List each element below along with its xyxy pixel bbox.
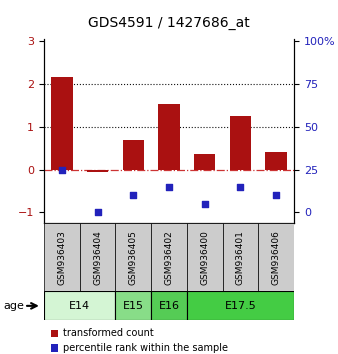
FancyBboxPatch shape xyxy=(187,291,294,320)
FancyBboxPatch shape xyxy=(115,291,151,320)
Text: E16: E16 xyxy=(159,301,179,311)
Text: GDS4591 / 1427686_at: GDS4591 / 1427686_at xyxy=(88,16,250,30)
Point xyxy=(95,210,100,215)
Text: E17.5: E17.5 xyxy=(224,301,256,311)
Bar xyxy=(87,170,108,172)
Text: E14: E14 xyxy=(69,301,90,311)
Point xyxy=(59,167,65,172)
Text: GSM936405: GSM936405 xyxy=(129,230,138,285)
Point xyxy=(166,184,172,189)
Text: age: age xyxy=(3,301,24,311)
Bar xyxy=(51,78,73,170)
Text: GSM936402: GSM936402 xyxy=(165,230,173,285)
Bar xyxy=(265,152,287,170)
Text: transformed count: transformed count xyxy=(63,329,154,338)
Point xyxy=(238,184,243,189)
Point xyxy=(130,192,136,198)
FancyBboxPatch shape xyxy=(223,223,258,292)
Point xyxy=(273,192,279,198)
Text: percentile rank within the sample: percentile rank within the sample xyxy=(63,343,228,353)
FancyBboxPatch shape xyxy=(44,291,115,320)
Text: GSM936403: GSM936403 xyxy=(57,230,66,285)
Bar xyxy=(158,104,180,170)
Bar xyxy=(230,116,251,170)
Text: E15: E15 xyxy=(123,301,144,311)
Text: GSM936400: GSM936400 xyxy=(200,230,209,285)
FancyBboxPatch shape xyxy=(80,223,115,292)
FancyBboxPatch shape xyxy=(151,291,187,320)
Text: GSM936401: GSM936401 xyxy=(236,230,245,285)
Bar xyxy=(194,154,215,170)
FancyBboxPatch shape xyxy=(258,223,294,292)
FancyBboxPatch shape xyxy=(44,223,80,292)
FancyBboxPatch shape xyxy=(187,223,223,292)
Text: GSM936404: GSM936404 xyxy=(93,230,102,285)
Bar xyxy=(123,141,144,170)
Point xyxy=(202,201,208,207)
FancyBboxPatch shape xyxy=(151,223,187,292)
FancyBboxPatch shape xyxy=(115,223,151,292)
Text: GSM936406: GSM936406 xyxy=(272,230,281,285)
